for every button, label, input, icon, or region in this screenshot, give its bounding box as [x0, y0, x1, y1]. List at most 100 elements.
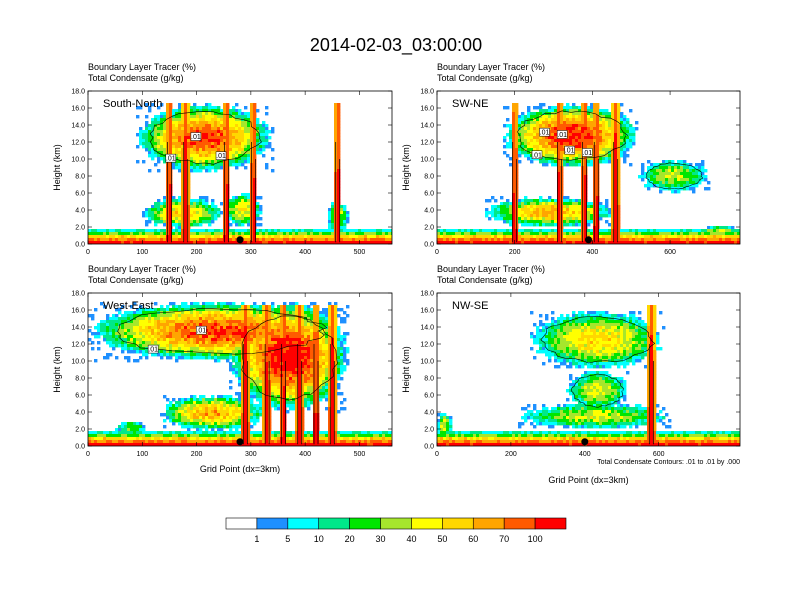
- field-cell: [193, 443, 197, 446]
- field-cell: [229, 157, 233, 161]
- field-cell: [337, 196, 341, 200]
- field-cell: [587, 142, 591, 146]
- field-cell: [671, 229, 675, 233]
- field-cell: [178, 142, 182, 146]
- field-cell: [145, 356, 149, 360]
- field-cell: [557, 169, 561, 173]
- field-cell: [205, 160, 209, 164]
- field-cell: [157, 127, 161, 131]
- field-cell: [539, 211, 543, 215]
- field-cell: [208, 112, 212, 116]
- field-cell: [629, 163, 633, 167]
- field-cell: [548, 202, 552, 206]
- field-cell: [196, 401, 200, 405]
- field-cell: [494, 235, 498, 239]
- field-cell: [127, 431, 131, 435]
- field-cell: [569, 142, 573, 146]
- field-cell: [298, 241, 302, 244]
- field-cell: [127, 425, 131, 429]
- field-cell: [542, 199, 546, 203]
- field-cell: [707, 235, 711, 239]
- field-cell: [641, 229, 645, 233]
- field-cell: [178, 235, 182, 239]
- field-cell: [175, 166, 179, 170]
- field-cell: [103, 235, 107, 239]
- field-cell: [599, 202, 603, 206]
- field-cell: [193, 106, 197, 110]
- field-cell: [674, 169, 678, 173]
- field-cell: [226, 199, 230, 203]
- field-cell: [542, 229, 546, 233]
- field-cell: [590, 139, 594, 143]
- field-cell: [205, 407, 209, 411]
- field-cell: [91, 431, 95, 435]
- field-cell: [509, 217, 513, 221]
- field-cell: [205, 103, 209, 107]
- field-cell: [181, 169, 185, 173]
- field-cell: [542, 139, 546, 143]
- field-cell: [530, 124, 534, 128]
- field-cell: [229, 112, 233, 116]
- field-cell: [175, 314, 179, 318]
- field-cell: [385, 232, 389, 236]
- field-cell: [181, 181, 185, 185]
- field-cell: [524, 208, 528, 212]
- field-cell: [557, 166, 561, 170]
- field-cell: [262, 124, 266, 128]
- field-cell: [106, 317, 110, 321]
- field-cell: [518, 235, 522, 239]
- field-cell: [145, 353, 149, 357]
- field-cell: [512, 193, 516, 197]
- field-cell: [521, 136, 525, 140]
- field-cell: [629, 127, 633, 131]
- field-cell: [175, 163, 179, 167]
- field-cell: [181, 326, 185, 330]
- field-cell: [199, 425, 203, 429]
- field-cell: [331, 217, 335, 221]
- field-cell: [524, 124, 528, 128]
- field-cell: [148, 232, 152, 236]
- field-cell: [226, 109, 230, 113]
- field-cell: [259, 133, 263, 137]
- field-cell: [722, 232, 726, 236]
- field-cell: [497, 229, 501, 233]
- field-cell: [575, 241, 579, 244]
- field-cell: [545, 214, 549, 218]
- field-cell: [223, 124, 227, 128]
- field-cell: [226, 217, 230, 221]
- field-cell: [124, 428, 128, 432]
- field-cell: [542, 232, 546, 236]
- field-cell: [253, 235, 257, 239]
- field-cell: [617, 142, 621, 146]
- field-cell: [572, 205, 576, 209]
- field-cell: [328, 235, 332, 239]
- field-cell: [130, 344, 134, 348]
- field-cell: [605, 208, 609, 212]
- field-cell: [455, 229, 459, 233]
- field-cell: [605, 139, 609, 143]
- field-cell: [166, 398, 170, 402]
- field-cell: [614, 148, 618, 152]
- field-cell: [494, 199, 498, 203]
- field-cell: [169, 220, 173, 224]
- field-cell: [214, 151, 218, 155]
- field-cell: [220, 202, 224, 206]
- field-cell: [169, 413, 173, 417]
- field-cell: [304, 241, 308, 244]
- field-cell: [518, 199, 522, 203]
- field-cell: [244, 235, 248, 239]
- field-cell: [247, 202, 251, 206]
- field-cell: [337, 229, 341, 233]
- field-cell: [205, 401, 209, 405]
- site-marker: [585, 236, 592, 244]
- field-cell: [488, 199, 492, 203]
- field-cell: [518, 151, 522, 155]
- field-cell: [593, 109, 597, 113]
- field-cell: [259, 241, 263, 244]
- field-cell: [668, 184, 672, 188]
- field-cell: [530, 241, 534, 244]
- field-cell: [494, 205, 498, 209]
- field-cell: [734, 229, 738, 233]
- field-cell: [100, 238, 104, 242]
- field-cell: [145, 311, 149, 315]
